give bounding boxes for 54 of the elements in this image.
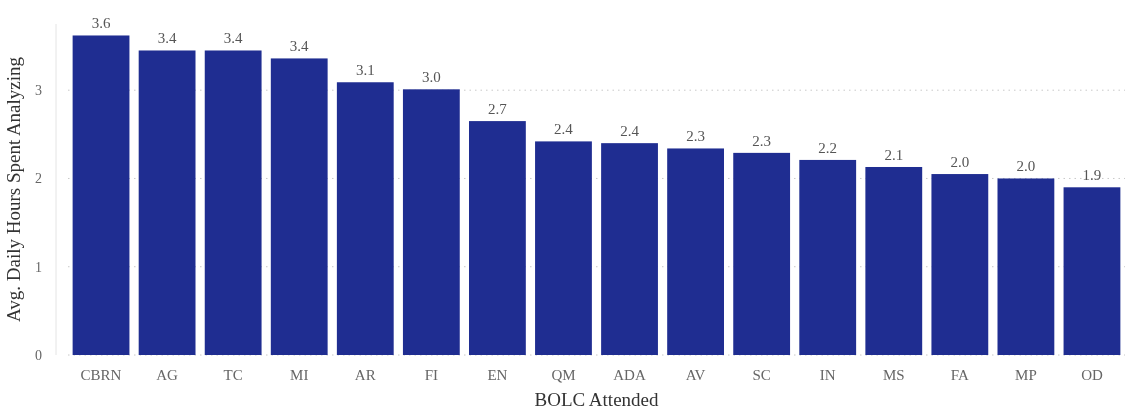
data-label: 3.0 (421, 69, 441, 86)
bar (1063, 187, 1121, 355)
data-label: 2.4 (554, 121, 574, 138)
y-tick-label: 3 (35, 83, 42, 99)
data-label: 2.1 (884, 146, 904, 163)
bar (931, 174, 989, 355)
y-axis-title: Avg. Daily Hours Spent Analyzing (3, 56, 24, 323)
bar (204, 50, 262, 355)
data-label: 2.7 (488, 101, 508, 118)
x-tick-label: MS (882, 367, 905, 383)
x-tick-label: OD (1081, 367, 1103, 383)
bar (865, 166, 923, 355)
data-label: 3.6 (91, 15, 111, 32)
bar (667, 148, 724, 355)
bar (270, 58, 328, 355)
x-tick-label: AR (354, 367, 376, 383)
x-tick-label: CBRN (80, 367, 122, 383)
bar (469, 121, 526, 355)
y-tick-label: 1 (35, 259, 42, 275)
x-tick-label: MP (1015, 367, 1037, 383)
y-tick-label: 2 (35, 171, 42, 187)
data-label: 2.0 (1016, 158, 1036, 175)
x-tick-label: ADA (613, 367, 646, 383)
data-label: 3.1 (355, 62, 375, 79)
data-label: 2.3 (686, 128, 705, 145)
bar (138, 50, 196, 355)
x-tick-label: SC (752, 367, 771, 383)
bar (402, 89, 460, 355)
data-label: 3.4 (223, 30, 244, 47)
x-tick-label: EN (487, 367, 508, 383)
x-tick-label: IN (819, 367, 836, 383)
x-tick-label: MI (290, 367, 309, 383)
x-axis-title: BOLC Attended (534, 389, 659, 410)
bar (535, 141, 592, 355)
data-label: 3.4 (157, 30, 177, 47)
data-label: 2.2 (818, 139, 838, 156)
x-tick-label: FI (424, 367, 439, 383)
data-label: 1.9 (1082, 167, 1102, 184)
bar (997, 178, 1055, 355)
bar (72, 35, 130, 355)
bar (799, 159, 857, 355)
bar (733, 152, 791, 355)
bar (601, 143, 658, 355)
y-tick-label: 0 (35, 347, 42, 363)
data-label: 2.3 (752, 132, 772, 149)
x-tick-label: AG (156, 367, 179, 383)
x-tick-label: FA (950, 367, 970, 383)
x-tick-label: QM (551, 367, 576, 383)
data-label: 3.4 (289, 38, 310, 55)
data-label: 2.4 (620, 123, 640, 140)
x-tick-label: TC (223, 367, 243, 383)
data-label: 2.0 (950, 154, 970, 171)
bar (336, 82, 394, 355)
x-tick-label: AV (685, 367, 706, 383)
